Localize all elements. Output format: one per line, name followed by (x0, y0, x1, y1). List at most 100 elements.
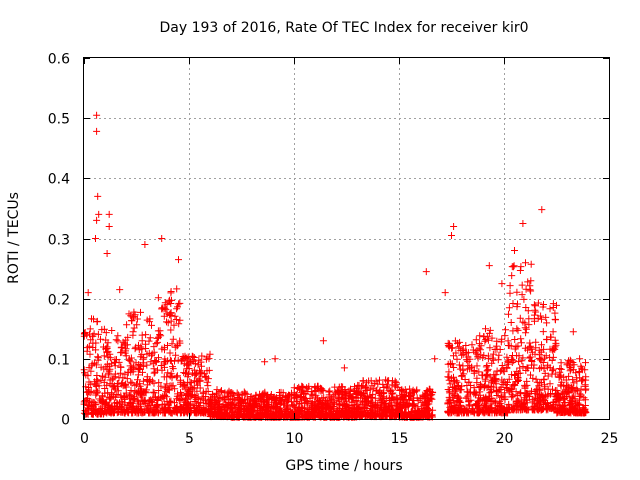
data-point (191, 404, 199, 412)
data-point (456, 402, 464, 410)
data-point (160, 405, 168, 413)
data-point (176, 316, 184, 324)
data-point (547, 390, 555, 397)
data-point (355, 388, 363, 396)
data-point (132, 343, 140, 351)
data-point (562, 376, 570, 384)
data-point (511, 381, 519, 389)
data-point (520, 295, 528, 303)
data-point (313, 403, 321, 410)
data-point (383, 383, 391, 391)
data-point (431, 355, 439, 363)
data-point (94, 330, 102, 338)
data-point (102, 329, 110, 337)
data-point (359, 377, 367, 385)
data-point (95, 382, 103, 390)
data-point (109, 383, 117, 391)
x-tick-label: 15 (391, 431, 409, 447)
data-point (516, 390, 524, 398)
data-point (570, 379, 578, 387)
data-point (312, 402, 320, 409)
data-point (158, 345, 166, 353)
data-point (174, 390, 182, 398)
data-point (569, 328, 577, 336)
data-point (566, 364, 574, 371)
data-point (553, 407, 561, 415)
data-point (135, 380, 143, 388)
data-point (198, 352, 206, 360)
data-point (533, 400, 541, 408)
data-points (80, 111, 590, 421)
data-point (548, 370, 556, 378)
data-point (501, 378, 509, 386)
data-point (175, 256, 182, 264)
data-point (207, 395, 214, 403)
data-point (98, 326, 106, 334)
data-point (406, 385, 414, 393)
data-point (526, 353, 534, 361)
data-point (502, 326, 509, 334)
data-point (528, 405, 536, 413)
data-point (299, 404, 307, 412)
data-point (528, 358, 536, 365)
data-point (283, 396, 291, 404)
data-point (213, 412, 221, 420)
data-point (476, 384, 484, 391)
data-point (248, 406, 256, 414)
data-point (522, 367, 530, 374)
data-point (104, 353, 112, 361)
data-point (137, 393, 145, 401)
data-point (138, 351, 146, 359)
data-point (142, 340, 149, 348)
data-point (302, 397, 310, 405)
data-point (114, 332, 122, 340)
data-point (278, 408, 286, 416)
data-point (503, 353, 511, 361)
data-point (571, 398, 579, 406)
data-point (534, 299, 542, 307)
data-point (92, 339, 100, 347)
data-point (150, 389, 158, 397)
data-point (567, 365, 575, 373)
data-point (549, 385, 556, 393)
data-point (448, 232, 455, 239)
data-point (524, 307, 532, 315)
data-point (97, 335, 104, 343)
data-point (154, 406, 162, 414)
data-point (581, 405, 589, 413)
data-point (305, 382, 313, 390)
data-point (246, 408, 254, 416)
data-point (559, 402, 567, 410)
data-point (322, 396, 330, 404)
data-point (118, 402, 126, 410)
data-point (515, 358, 523, 366)
data-point (567, 357, 575, 365)
data-point (149, 388, 157, 396)
data-point (85, 384, 93, 391)
data-point (322, 403, 330, 411)
data-point (175, 300, 183, 308)
data-point (315, 397, 323, 404)
data-point (128, 317, 135, 325)
data-point (475, 368, 483, 376)
data-point (219, 411, 227, 419)
data-point (228, 405, 236, 412)
data-point (211, 393, 218, 401)
data-point (483, 402, 490, 410)
y-tick-label: 0.4 (48, 172, 70, 188)
data-point (558, 378, 566, 386)
data-point (484, 355, 492, 363)
data-point (492, 399, 500, 407)
data-point (173, 372, 181, 380)
data-point (163, 318, 170, 326)
data-point (268, 412, 276, 420)
data-point (117, 369, 125, 377)
data-point (458, 351, 466, 359)
data-point (477, 342, 485, 350)
data-point (145, 337, 153, 345)
data-point (86, 325, 94, 333)
data-point (498, 393, 506, 401)
data-point (148, 377, 156, 385)
data-point (446, 360, 454, 367)
data-point (496, 408, 504, 416)
